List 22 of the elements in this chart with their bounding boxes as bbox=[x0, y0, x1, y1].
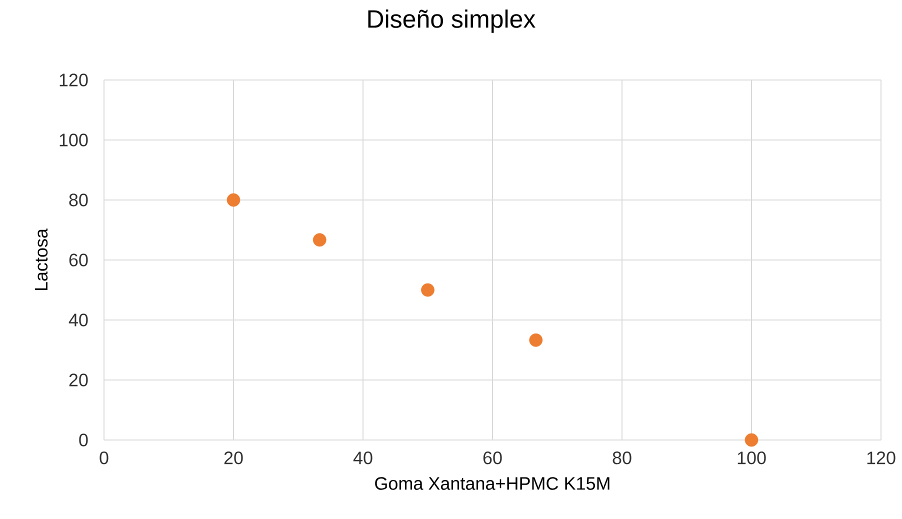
x-tick-label: 20 bbox=[224, 452, 243, 464]
point bbox=[529, 333, 543, 347]
x-tick-label: 40 bbox=[353, 452, 372, 464]
chart-title: Diseño simplex bbox=[368, 10, 536, 33]
point bbox=[226, 193, 240, 207]
x-tick-label: 120 bbox=[867, 452, 896, 464]
x-tick-label: 60 bbox=[483, 452, 502, 464]
y-tick-label: 0 bbox=[79, 434, 88, 446]
point bbox=[744, 433, 758, 447]
x-tick-label: 100 bbox=[738, 452, 766, 464]
point bbox=[421, 283, 434, 297]
y-tick-label: 120 bbox=[60, 74, 88, 86]
point bbox=[312, 233, 326, 247]
y-tick-label: 100 bbox=[60, 134, 88, 146]
y-tick-label: 40 bbox=[68, 314, 88, 326]
y-tick-label: 20 bbox=[69, 374, 88, 386]
x-tick-label: 80 bbox=[612, 452, 632, 464]
y-axis-title: Lactosa bbox=[35, 228, 48, 290]
x-tick-label: 0 bbox=[100, 452, 108, 464]
y-tick-label: 80 bbox=[69, 194, 88, 206]
x-axis-title: Goma Xantana+HPMC K15M bbox=[375, 477, 610, 490]
y-tick-label: 60 bbox=[69, 254, 88, 266]
